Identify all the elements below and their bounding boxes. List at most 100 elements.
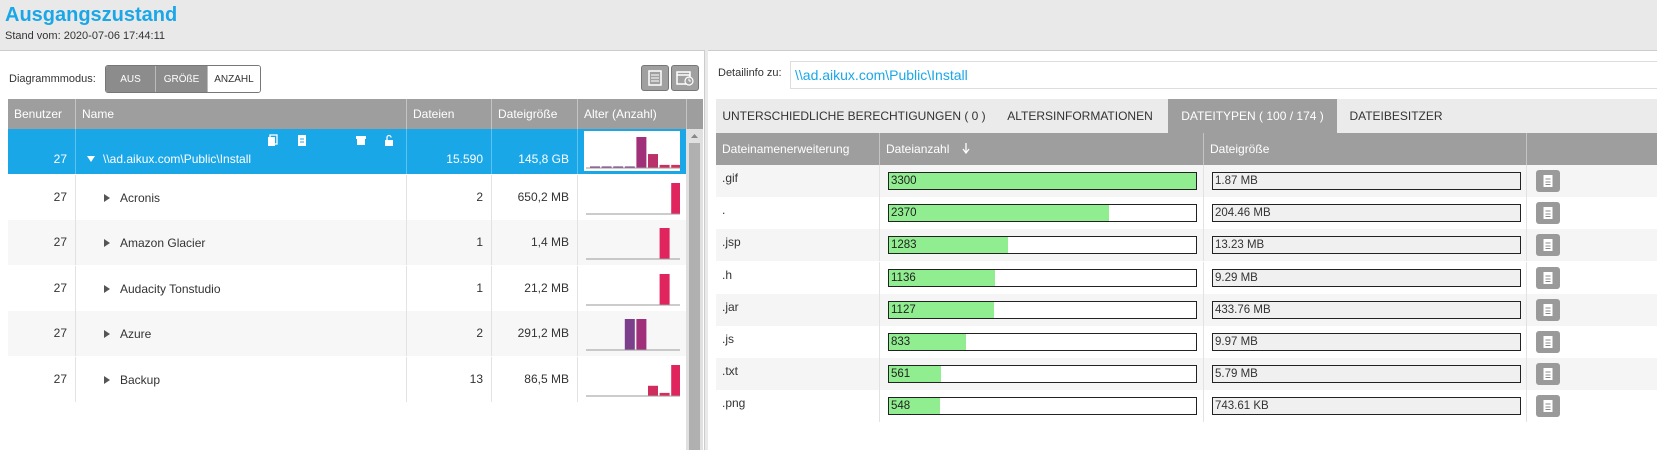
- caret-right-icon[interactable]: [102, 193, 112, 203]
- file-type-row[interactable]: .js 833 9.97 MB: [716, 326, 1657, 358]
- count-bar-fill: [889, 334, 967, 350]
- file-type-row[interactable]: .txt 561 5.79 MB: [716, 358, 1657, 391]
- cell-count: 1136: [880, 261, 1204, 294]
- tree-cell-size: 145,8 GB: [492, 129, 578, 174]
- tree-row[interactable]: 27 Azure 2 291,2 MB: [8, 311, 686, 356]
- tree-row[interactable]: 27 Backup 13 86,5 MB: [8, 356, 686, 402]
- file-type-row[interactable]: . 2370 204.46 MB: [716, 197, 1657, 230]
- age-sparkline: [586, 228, 680, 260]
- file-type-row[interactable]: .gif 3300 1.87 MB: [716, 165, 1657, 197]
- cell-actions: [1527, 262, 1657, 294]
- archive-icon[interactable]: [355, 134, 367, 147]
- tree-row[interactable]: 27 Amazon Glacier 1 1,4 MB: [8, 220, 686, 265]
- cell-actions: [1527, 229, 1657, 261]
- caret-down-icon[interactable]: [86, 154, 96, 164]
- tab-berechtigungen[interactable]: UNTERSCHIEDLICHE BERECHTIGUNGEN ( 0 ): [722, 109, 986, 123]
- file-type-row[interactable]: .png 548 743.61 KB: [716, 390, 1657, 423]
- col-header-files[interactable]: Dateien: [407, 99, 492, 129]
- details-button[interactable]: [1536, 395, 1560, 418]
- age-sparkline: [586, 364, 680, 396]
- scroll-up-icon[interactable]: [686, 130, 703, 142]
- cell-extension: .jsp: [716, 229, 880, 262]
- mode-option-anzahl[interactable]: ANZAHL: [208, 66, 260, 92]
- details-button[interactable]: [1536, 266, 1560, 289]
- count-value: 2370: [891, 207, 917, 220]
- tree-item-label: Backup: [120, 372, 161, 387]
- tree-scroll-thumb[interactable]: [689, 143, 700, 450]
- tab-altersinformationen[interactable]: ALTERSINFORMATIONEN: [1007, 109, 1153, 123]
- size-value: 433.76 MB: [1212, 300, 1521, 319]
- detail-path-field[interactable]: \\ad.aikux.com\Public\Install: [790, 61, 1657, 89]
- arrow-down-icon: [962, 143, 970, 155]
- tree-row[interactable]: 27 \\ad.aikux.com\Public\Install 15.590 145…: [8, 129, 686, 174]
- col-header-size[interactable]: Dateigröße: [492, 99, 578, 129]
- copy-icon[interactable]: [267, 134, 279, 147]
- count-bar: 548: [888, 397, 1197, 416]
- col-header-age[interactable]: Alter (Anzahl): [578, 99, 687, 129]
- count-value: 548: [891, 400, 911, 413]
- document-icon: [1543, 400, 1553, 413]
- col-header-extension[interactable]: Dateinamenerweiterung: [716, 133, 880, 165]
- tab-dateibesitzer[interactable]: DATEIBESITZER: [1349, 109, 1443, 123]
- mode-option-aus[interactable]: AUS: [106, 66, 156, 92]
- details-button[interactable]: [1536, 298, 1560, 321]
- col-header-count[interactable]: Dateianzahl: [880, 133, 1204, 165]
- tree-row[interactable]: 27 Audacity Tonstudio 1 21,2 MB: [8, 265, 686, 311]
- cell-extension: .jar: [716, 293, 880, 326]
- cell-filesize: 9.29 MB: [1204, 261, 1527, 294]
- tree-cell-files: 13: [407, 356, 492, 402]
- details-button[interactable]: [1536, 170, 1560, 192]
- tree-cell-files: 1: [407, 220, 492, 265]
- list-view-button[interactable]: [641, 65, 669, 91]
- cell-extension: .js: [716, 326, 880, 358]
- tree-cell-size: 86,5 MB: [492, 356, 578, 402]
- tree-cell-files: 2: [407, 311, 492, 356]
- cell-count: 548: [880, 390, 1204, 423]
- file-type-row[interactable]: .h 1136 9.29 MB: [716, 261, 1657, 294]
- caret-right-icon[interactable]: [102, 284, 112, 294]
- tab-dateitypen[interactable]: DATEITYPEN ( 100 / 174 ): [1168, 99, 1337, 133]
- page-header: Ausgangszustand Stand vom: 2020-07-06 17…: [0, 0, 1657, 50]
- tree-cell-size: 21,2 MB: [492, 265, 578, 311]
- size-value: 13.23 MB: [1212, 236, 1521, 255]
- col-header-users[interactable]: Benutzer: [8, 99, 76, 129]
- tree-item-label: Amazon Glacier: [120, 236, 206, 250]
- details-button[interactable]: [1536, 234, 1560, 257]
- cell-extension: .h: [716, 261, 880, 294]
- size-value: 204.46 MB: [1212, 204, 1521, 223]
- details-button[interactable]: [1536, 331, 1560, 353]
- page-subtitle: Stand vom: 2020-07-06 17:44:11: [5, 30, 166, 42]
- tree-cell-name: \\ad.aikux.com\Public\Install: [76, 129, 407, 174]
- tree-cell-size: 291,2 MB: [492, 311, 578, 356]
- age-bar: [601, 166, 612, 168]
- col-header-actions: [1527, 133, 1657, 165]
- caret-right-icon[interactable]: [102, 375, 112, 385]
- age-bar: [636, 137, 647, 168]
- tree-scrollbar[interactable]: [686, 129, 703, 450]
- file-type-row[interactable]: .jar 1127 433.76 MB: [716, 293, 1657, 326]
- details-button[interactable]: [1536, 202, 1560, 225]
- caret-right-icon[interactable]: [102, 238, 112, 248]
- cell-count: 561: [880, 358, 1204, 391]
- tree-cell-users: 27: [8, 174, 76, 220]
- cell-actions: [1527, 358, 1657, 390]
- cell-extension: .txt: [716, 358, 880, 391]
- count-bar-fill: [889, 269, 995, 286]
- file-type-row[interactable]: .jsp 1283 13.23 MB: [716, 229, 1657, 262]
- tree-cell-size: 650,2 MB: [492, 174, 578, 220]
- age-bar: [624, 319, 635, 350]
- unlock-icon[interactable]: [383, 134, 395, 147]
- tree-item-label: Acronis: [120, 190, 161, 205]
- tree-cell-name: Acronis: [76, 174, 407, 220]
- tree-row[interactable]: 27 Acronis 2 650,2 MB: [8, 174, 686, 220]
- caret-right-icon[interactable]: [102, 329, 112, 339]
- tree-header: Benutzer Name Dateien Dateigröße Alter (…: [8, 99, 703, 129]
- details-button[interactable]: [1536, 363, 1560, 386]
- document-icon: [1543, 271, 1553, 284]
- document-icon[interactable]: [296, 134, 308, 147]
- col-header-filesize[interactable]: Dateigröße: [1204, 133, 1527, 165]
- mode-option-groesse[interactable]: GRÖßE: [156, 66, 208, 92]
- col-header-name[interactable]: Name: [76, 99, 407, 129]
- history-view-button[interactable]: [671, 65, 699, 91]
- document-icon: [1543, 368, 1553, 381]
